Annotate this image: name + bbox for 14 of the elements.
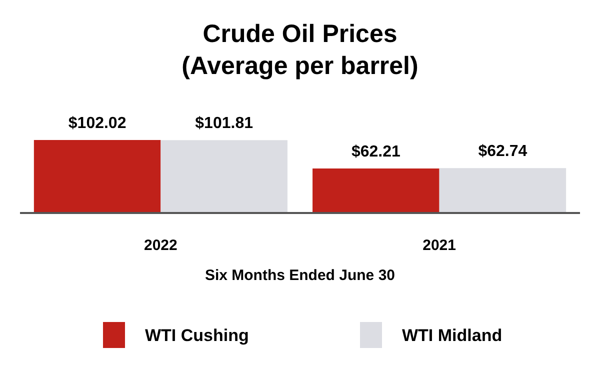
bar	[34, 140, 161, 213]
data-label: $62.21	[351, 143, 400, 160]
chart-title: Crude Oil Prices (Average per barrel)	[182, 20, 418, 80]
bar	[439, 168, 566, 213]
x-tick-label: 2022	[144, 237, 178, 254]
x-axis-title: Six Months Ended June 30	[204, 267, 396, 284]
x-tick-label: 2021	[422, 237, 456, 254]
legend-label: WTI Cushing	[145, 326, 249, 345]
data-label: $102.02	[68, 115, 126, 132]
bar	[312, 168, 440, 213]
legend-label: WTI Midland	[402, 326, 502, 345]
bar	[160, 140, 288, 213]
data-label: $62.74	[478, 143, 528, 160]
data-label: $101.81	[195, 115, 254, 132]
